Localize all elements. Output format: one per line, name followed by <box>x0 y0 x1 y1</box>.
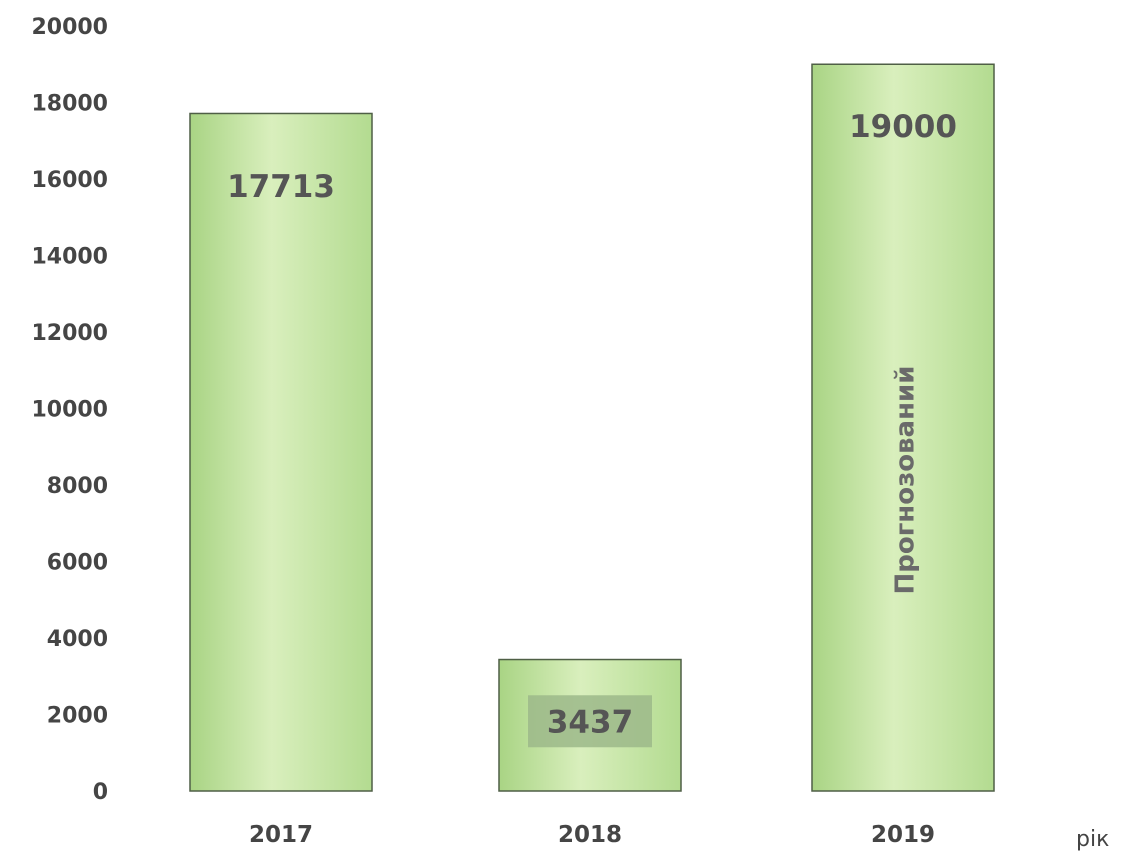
x-axis: 2017 2018 2019 <box>249 822 935 848</box>
x-tick-label-2019: 2019 <box>871 822 935 848</box>
data-label-box-2018 <box>528 695 652 748</box>
bar-2019 <box>811 63 995 792</box>
y-tick-label: 20000 <box>31 15 108 40</box>
y-tick-label: 16000 <box>31 168 108 193</box>
bar-note-forecast: Прогнозований <box>891 365 921 594</box>
x-axis-unit-label: рік <box>1076 827 1109 852</box>
data-label-2018: 3437 <box>547 704 633 740</box>
y-tick-label: 18000 <box>31 92 108 117</box>
x-tick-label-2018: 2018 <box>558 822 622 848</box>
y-tick-label: 6000 <box>47 551 108 576</box>
y-tick-label: 0 <box>93 780 108 805</box>
data-label-2019: 19000 <box>849 109 957 145</box>
y-tick-label: 2000 <box>47 704 108 729</box>
data-label-2017: 17713 <box>227 169 335 205</box>
bar-2017 <box>189 112 373 792</box>
y-axis: 0 2000 4000 6000 8000 10000 12000 14000 16000 180… <box>31 15 108 805</box>
bars: 17713 3437 19000 Прогнозований <box>189 63 995 792</box>
y-tick-label: 8000 <box>47 474 108 499</box>
y-tick-label: 12000 <box>31 321 108 346</box>
y-tick-label: 4000 <box>47 627 108 652</box>
y-tick-label: 14000 <box>31 245 108 270</box>
x-tick-label-2017: 2017 <box>249 822 313 848</box>
y-tick-label: 10000 <box>31 398 108 423</box>
